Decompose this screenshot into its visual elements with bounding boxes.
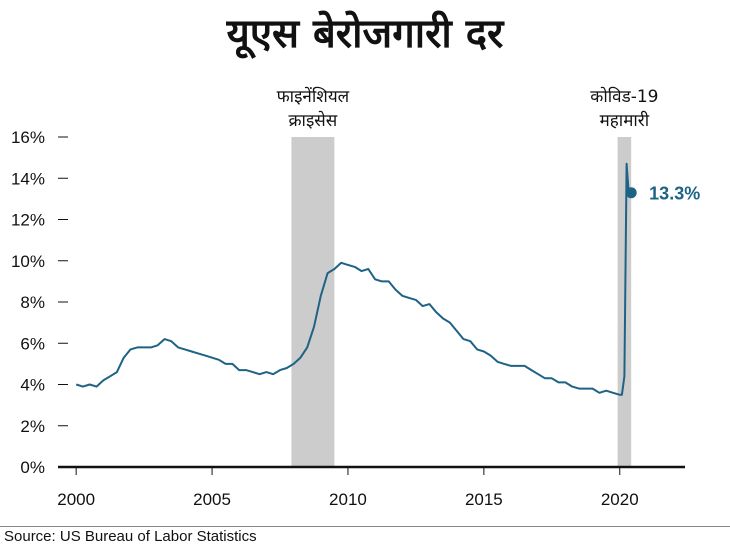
y-tick-label: 2% xyxy=(20,417,45,436)
x-tick-label: 2010 xyxy=(329,490,367,509)
footer-divider xyxy=(0,526,730,527)
y-tick-label: 6% xyxy=(20,334,45,353)
shaded-period-label: क्राइसेस xyxy=(288,110,337,131)
x-tick-label: 2000 xyxy=(57,490,95,509)
shaded-period xyxy=(291,137,335,467)
shaded-period-label: कोविड-19 xyxy=(590,86,658,107)
y-tick-label: 16% xyxy=(11,128,45,147)
source-note: Source: US Bureau of Labor Statistics xyxy=(4,528,257,545)
shaded-period-label: फाइनेंशियल xyxy=(277,86,350,107)
y-axis: 0% 2% 4% 6% 8% 10% 12% 14% 16% xyxy=(11,128,68,477)
y-tick-label: 4% xyxy=(20,376,45,395)
y-tick-label: 10% xyxy=(11,252,45,271)
shaded-periods xyxy=(291,137,632,467)
x-axis: 2000 2005 2010 2015 2020 xyxy=(57,465,685,509)
y-tick-label: 8% xyxy=(20,293,45,312)
unemployment-rate-line xyxy=(75,162,632,396)
x-tick-label: 2020 xyxy=(601,490,639,509)
y-tick-label: 0% xyxy=(20,458,45,477)
end-point-label: 13.3% xyxy=(649,184,700,204)
x-tick-label: 2015 xyxy=(465,490,503,509)
x-tick-label: 2005 xyxy=(193,490,231,509)
y-tick-label: 12% xyxy=(11,211,45,230)
end-point-marker xyxy=(625,187,637,199)
y-tick-label: 14% xyxy=(11,169,45,188)
series-layer xyxy=(75,162,637,396)
shaded-period-label: महामारी xyxy=(600,110,650,131)
chart-title: यूएस बेरोजगारी दर xyxy=(226,11,504,57)
annotations: फाइनेंशियल क्राइसेस कोविड-19 महामारी 13.3% xyxy=(277,86,701,204)
